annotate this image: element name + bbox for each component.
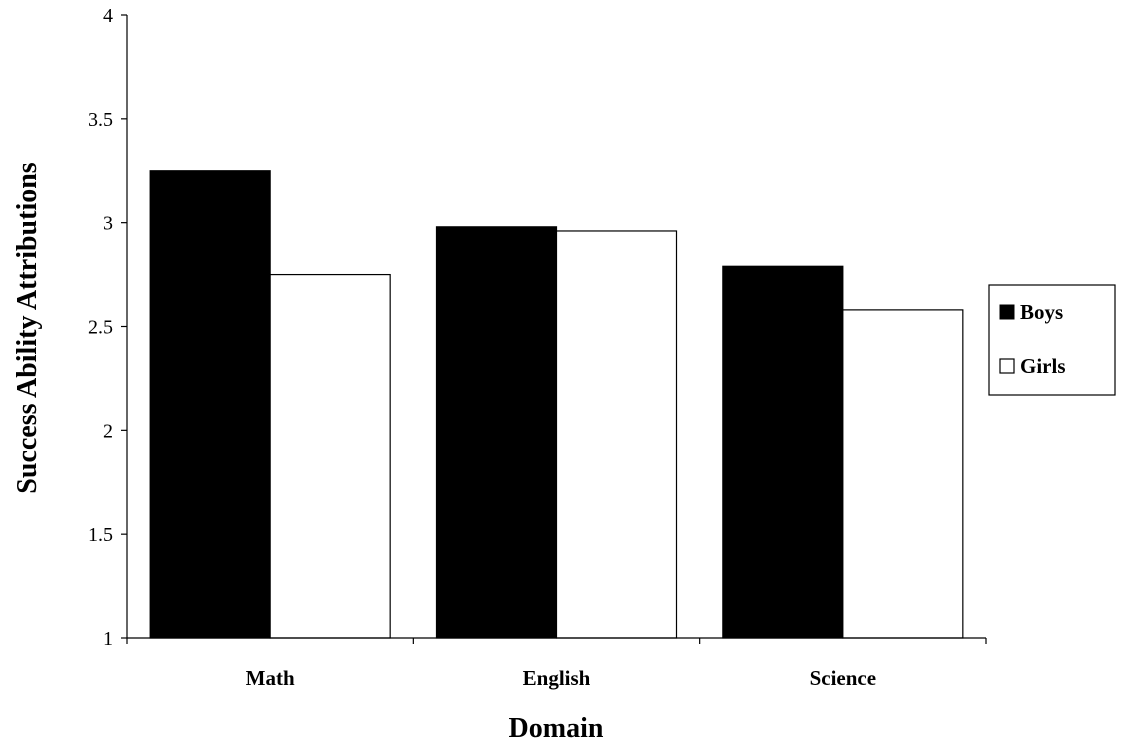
y-tick-label: 4 [103,5,113,27]
y-tick-label: 1.5 [88,524,113,546]
bar-girls-english [555,230,678,639]
bars [149,170,964,639]
y-axis-ticks: 1 1.5 2 2.5 3 3.5 4 [88,5,127,650]
legend: Boys Girls [988,284,1116,396]
y-axis-title: Success Ability Attributions [12,162,43,493]
x-category-label: English [523,666,591,690]
bar-boys-english [435,226,558,639]
bar-girls-science [842,309,964,639]
y-tick-label: 2 [103,420,113,442]
bar-girls-math [269,273,391,639]
x-category-label: Science [810,666,876,690]
legend-label-girls: Girls [1020,354,1066,378]
legend-box [988,284,1116,396]
y-tick-label: 2.5 [88,317,113,339]
y-tick-label: 3 [103,213,113,235]
legend-swatch-girls [999,358,1015,374]
x-axis-title: Domain [509,713,604,744]
legend-swatch-boys [999,304,1015,320]
bar-boys-science [722,265,844,639]
y-tick-label: 1 [103,628,113,650]
legend-label-boys: Boys [1020,300,1063,324]
x-axis-categories: Math English Science [126,638,987,690]
bar-boys-math [149,170,271,639]
y-tick-label: 3.5 [88,109,113,131]
x-category-label: Math [246,666,295,690]
